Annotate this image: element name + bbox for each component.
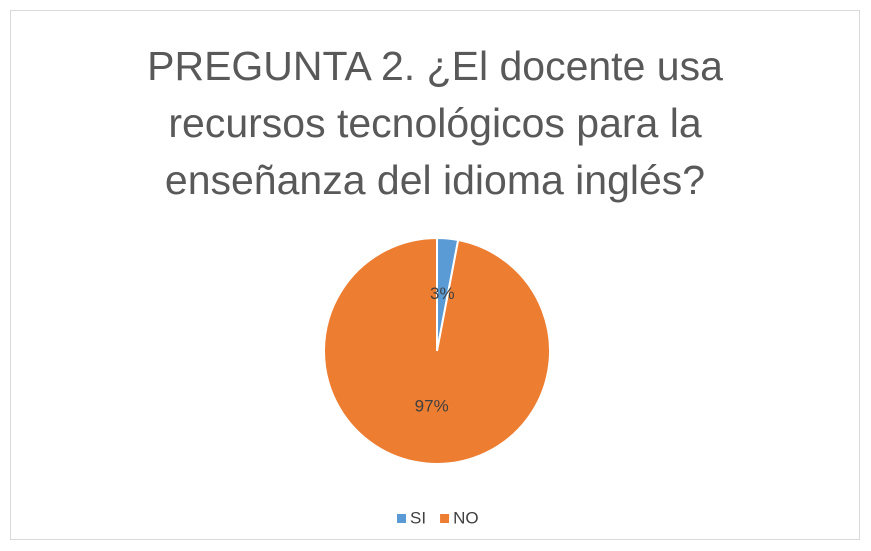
legend-swatch <box>397 514 406 523</box>
legend-label: SI <box>410 508 426 527</box>
legend-swatch <box>440 514 450 523</box>
pie-slice <box>323 236 551 465</box>
legend-label: NO <box>453 508 479 527</box>
data-label: 97% <box>415 397 449 416</box>
chart-title: PREGUNTA 2. ¿El docente usa recursos tec… <box>147 43 723 203</box>
data-label: 3% <box>430 284 455 303</box>
chart-frame <box>10 10 860 540</box>
